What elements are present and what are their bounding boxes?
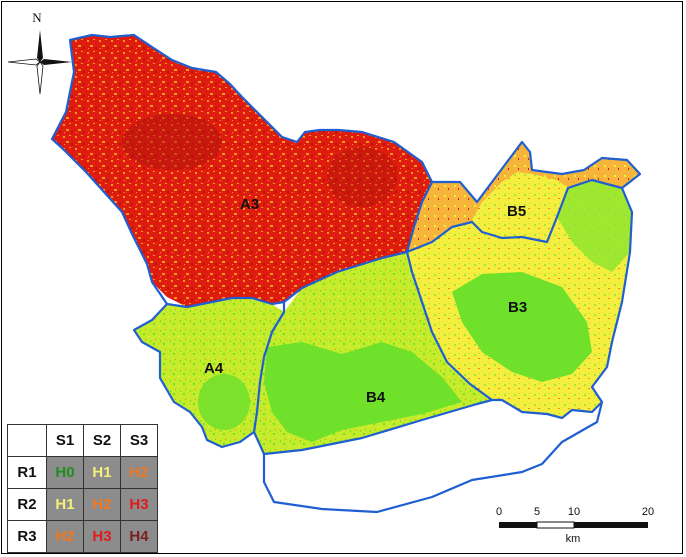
legend-matrix: S1 S2 S3 R1 H0 H1 H2 R2 H1 H2 H3 R3 H2 H… <box>7 424 158 553</box>
legend-cell: H1 <box>83 456 121 489</box>
outer-boundary <box>50 33 642 514</box>
scale-tick-10: 10 <box>568 506 580 518</box>
legend-cell: H4 <box>120 520 158 553</box>
region-label-A4: A4 <box>204 360 224 377</box>
legend-col-s3: S3 <box>120 424 158 457</box>
legend-cell: H2 <box>120 456 158 489</box>
region-label-B3: B3 <box>508 299 527 316</box>
region-B5-inner <box>472 172 568 242</box>
region-south-uncovered <box>264 400 602 512</box>
scale-bar: 0 5 10 20 km <box>496 506 654 545</box>
legend-col-s2: S2 <box>83 424 121 457</box>
legend-row-label: R2 <box>7 488 47 521</box>
region-label-B4: B4 <box>366 389 386 406</box>
legend-corner <box>7 424 47 457</box>
legend-cell: H1 <box>46 488 84 521</box>
legend-row-r3: R3 H2 H3 H4 <box>7 520 158 553</box>
legend-row-label: R1 <box>7 456 47 489</box>
region-A3-area <box>52 35 432 307</box>
legend-header-row: S1 S2 S3 <box>7 424 158 457</box>
boundary-A3-south <box>166 181 433 309</box>
legend-row-r2: R2 H1 H2 H3 <box>7 488 158 521</box>
boundary-B3-south <box>492 398 603 420</box>
region-A3-core <box>122 114 222 170</box>
scale-tick-0: 0 <box>496 506 502 518</box>
north-arrow-icon: N <box>7 10 72 95</box>
region-A4-core <box>198 374 250 430</box>
legend-row-r1: R1 H0 H1 H2 <box>7 456 158 489</box>
region-label-B5: B5 <box>507 203 526 220</box>
legend-cell: H2 <box>83 488 121 521</box>
legend-cell: H3 <box>120 488 158 521</box>
scale-unit: km <box>566 533 581 545</box>
legend-col-s1: S1 <box>46 424 84 457</box>
region-A3-core-east <box>327 147 397 207</box>
legend-cell: H3 <box>83 520 121 553</box>
boundary-B3-B5 <box>406 178 623 254</box>
legend-row-label: R3 <box>7 520 47 553</box>
scale-tick-20: 20 <box>642 506 654 518</box>
region-B4-core <box>264 342 462 442</box>
region-B3-core <box>452 272 592 382</box>
district-boundaries <box>50 33 642 514</box>
scale-tick-5: 5 <box>534 506 540 518</box>
north-letter: N <box>32 10 42 25</box>
legend-cell: H2 <box>46 520 84 553</box>
boundary-B4-B3 <box>263 251 494 456</box>
boundary-A4-B4 <box>252 302 286 433</box>
region-B3-green-east <box>557 180 632 272</box>
region-label-A3: A3 <box>240 196 259 213</box>
legend-cell: H0 <box>46 456 84 489</box>
